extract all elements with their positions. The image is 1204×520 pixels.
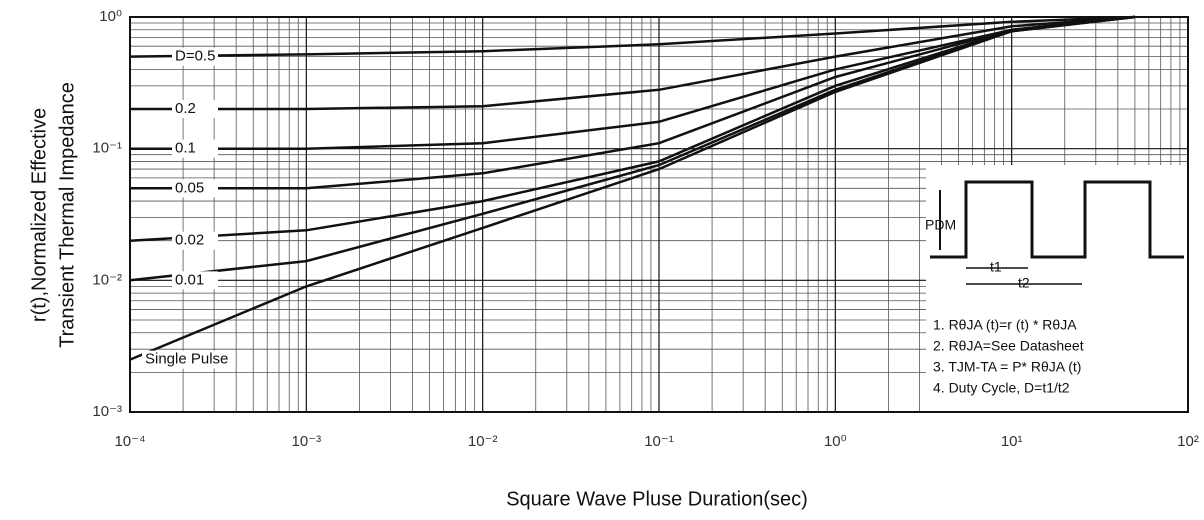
curve: [130, 15, 1135, 111]
label-bg: [172, 47, 218, 66]
x-axis-title: Square Wave Pluse Duration(sec): [506, 488, 808, 510]
x-tick-label: 10⁻³: [292, 433, 322, 450]
label-bg: [172, 271, 218, 290]
curve-label: 0.1: [175, 140, 196, 157]
note: 2. RθJA=See Datasheet: [933, 338, 1084, 354]
label-bg: [172, 100, 218, 119]
y-tick-label: 10⁻²: [92, 271, 122, 288]
x-tick-label: 10¹: [1001, 433, 1023, 450]
pulse-waveform: [930, 180, 1184, 259]
x-tick-label: 10²: [1177, 433, 1199, 450]
x-tick-label: 10⁰: [824, 433, 847, 450]
curve-label: 0.02: [175, 232, 204, 249]
curve-label: D=0.5: [175, 48, 215, 65]
inset: PDM t1 t2 1. RθJA (t)=r (t) * RθJA 2. Rθ…: [925, 165, 1187, 411]
curve-label: 0.2: [175, 100, 196, 117]
note: 4. Duty Cycle, D=t1/t2: [933, 380, 1070, 396]
x-tick-label: 10⁻¹: [644, 433, 674, 450]
curve-labels: D=0.5 0.2 0.1 0.05 0.02 0.01 Single Pulse: [142, 48, 234, 369]
pdm-label: PDM: [925, 217, 956, 233]
label-bg: [172, 231, 218, 250]
curves: [129, 15, 1136, 361]
t2-label: t2: [1018, 275, 1030, 291]
x-tick-label: 10⁻⁴: [114, 433, 145, 450]
x-tick-label: 10⁻²: [468, 433, 498, 450]
y-tick-label: 10⁻¹: [92, 140, 122, 157]
curve-label: Single Pulse: [145, 351, 228, 368]
label-bg: [172, 139, 218, 158]
t1-label: t1: [990, 259, 1002, 275]
label-bg: [172, 179, 218, 198]
y-axis-title: Transient Thermal Impedance: [56, 82, 78, 348]
curve: [129, 15, 1135, 58]
label-bg: [142, 350, 234, 369]
note: 3. TJM-TA = P* RθJA (t): [933, 359, 1081, 375]
curve-label: 0.05: [175, 179, 204, 196]
y-tick-label: 10⁻³: [92, 403, 122, 420]
note: 1. RθJA (t)=r (t) * RθJA: [933, 317, 1077, 333]
plot-frame: [129, 16, 1189, 413]
y-axis-title: r(t),Normalized Effective: [28, 108, 50, 322]
curve-label: 0.01: [175, 271, 204, 288]
curve: [129, 15, 1136, 361]
y-tick-label: 10⁰: [99, 8, 122, 25]
inset-box: [926, 165, 1187, 411]
